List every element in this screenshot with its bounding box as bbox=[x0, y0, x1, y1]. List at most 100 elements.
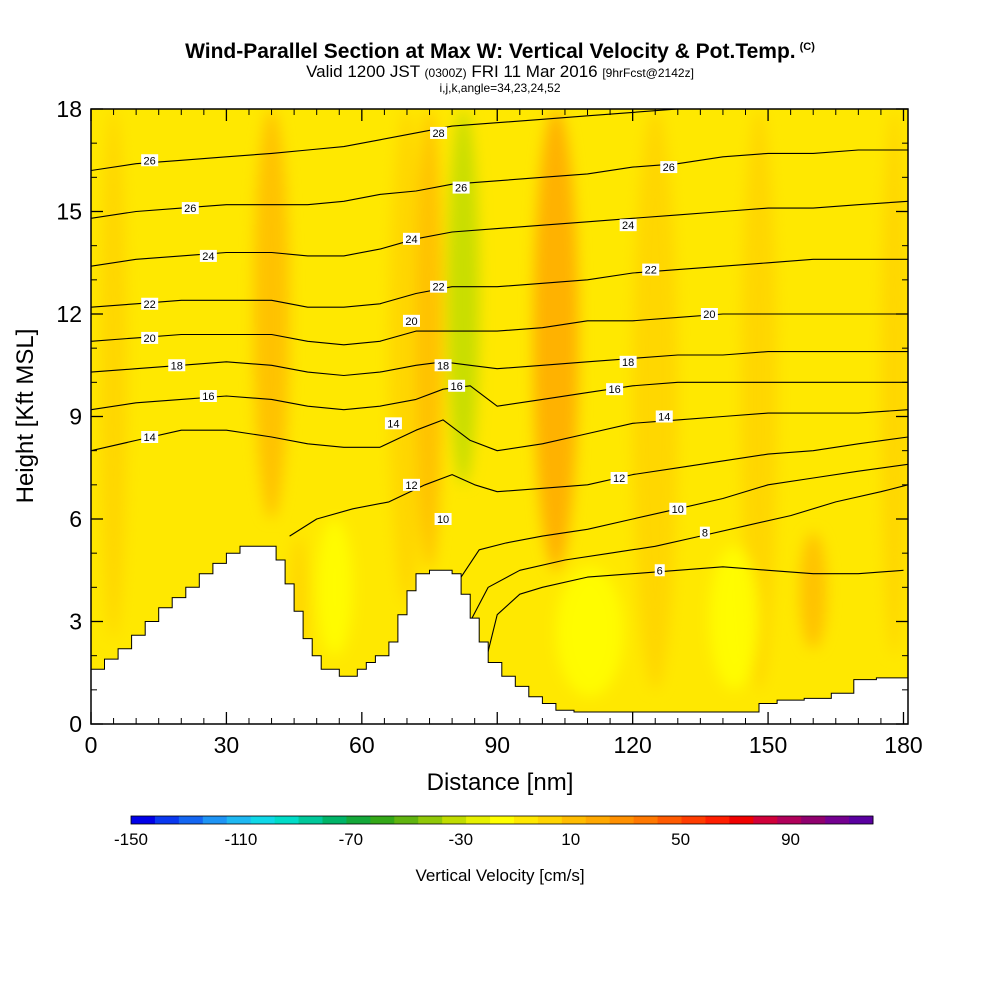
colorbar-swatch bbox=[298, 816, 323, 824]
colorbar-tick-label: 90 bbox=[781, 830, 800, 849]
contour-label-bg bbox=[660, 161, 678, 174]
contour-label-bg bbox=[141, 431, 159, 443]
contour-label: 28 bbox=[432, 128, 444, 140]
velocity-feature-weak bbox=[316, 519, 353, 656]
y-tick-label: 6 bbox=[69, 506, 82, 532]
colorbar-label: Vertical Velocity [cm/s] bbox=[415, 866, 584, 885]
contour-label: 20 bbox=[144, 333, 156, 345]
velocity-feature-updraft bbox=[799, 532, 827, 649]
colorbar-tick-label: -150 bbox=[114, 830, 148, 849]
colorbar-swatch bbox=[705, 816, 730, 824]
contour-label-bg bbox=[181, 202, 199, 215]
chart-title: Wind-Parallel Section at Max W: Vertical… bbox=[185, 40, 815, 63]
contour-theta-28 bbox=[91, 109, 678, 172]
colorbar: -150 -110 -70 -30 10 50 90 bbox=[114, 815, 874, 849]
contour-label-bg bbox=[448, 379, 466, 392]
velocity-feature-updraft bbox=[415, 109, 444, 571]
x-tick-label: 90 bbox=[484, 732, 510, 758]
velocity-feature-updraft bbox=[632, 109, 678, 690]
contour-label: 18 bbox=[437, 360, 449, 372]
contour-label-bg bbox=[700, 308, 718, 320]
chart-subtitle: Valid 1200 JST (0300Z) FRI 11 Mar 2016 [… bbox=[306, 62, 694, 81]
contour-label: 10 bbox=[672, 504, 684, 516]
contour-label-bg bbox=[619, 355, 637, 368]
x-tick-label: 60 bbox=[349, 732, 375, 758]
contour-theta-26 bbox=[91, 149, 908, 219]
contour-theta-14 bbox=[91, 409, 908, 452]
contour-label-bg bbox=[199, 390, 217, 402]
terrain bbox=[91, 545, 908, 724]
contour-label: 14 bbox=[658, 412, 670, 424]
contour-label-bg bbox=[402, 478, 420, 491]
colorbar-swatch bbox=[585, 816, 611, 824]
contour-label-bg bbox=[699, 526, 710, 539]
colorbar-swatch bbox=[561, 816, 587, 824]
colorbar-swatch bbox=[633, 816, 659, 824]
contour-label-bg bbox=[430, 126, 448, 139]
contour-label-bg bbox=[384, 417, 402, 430]
colorbar-swatch bbox=[777, 816, 802, 824]
colorbar-tick-label: -110 bbox=[225, 830, 258, 849]
colorbar-swatch bbox=[178, 816, 204, 824]
field-features bbox=[100, 109, 908, 697]
velocity-feature-weak bbox=[555, 566, 624, 697]
contour-label: 20 bbox=[703, 309, 715, 321]
y-tick-label: 12 bbox=[56, 301, 82, 327]
contour-label-bg bbox=[199, 249, 217, 262]
colorbar-swatch bbox=[250, 816, 276, 824]
y-tick-label: 9 bbox=[69, 404, 82, 430]
contour-label: 22 bbox=[144, 299, 156, 311]
contour-label: 14 bbox=[144, 432, 156, 444]
contour-label: 26 bbox=[455, 183, 467, 195]
contour-label-bg bbox=[669, 502, 687, 515]
colorbar-tick-label: -70 bbox=[339, 830, 364, 849]
x-axis-label: Distance [nm] bbox=[427, 769, 574, 796]
velocity-feature-updraft bbox=[253, 109, 290, 519]
contour-label-bg bbox=[619, 219, 637, 232]
colorbar-swatch bbox=[537, 816, 563, 824]
velocity-feature-updraft bbox=[100, 109, 128, 639]
title-block: Wind-Parallel Section at Max W: Vertical… bbox=[0, 36, 1000, 95]
contour-label: 8 bbox=[702, 528, 708, 540]
axes: 0 30 60 90 120 150 180 0 3 6 9 12 15 18 bbox=[56, 96, 922, 758]
colorbar-swatch bbox=[609, 816, 635, 824]
contour-label: 16 bbox=[450, 381, 462, 393]
colorbar-swatch bbox=[154, 816, 180, 824]
contour-label-bg bbox=[141, 331, 159, 344]
contour-label: 26 bbox=[144, 155, 156, 167]
contour-label: 26 bbox=[184, 203, 196, 215]
x-tick-label: 180 bbox=[884, 732, 922, 758]
contour-theta-24 bbox=[91, 200, 908, 267]
contour-theta-22 bbox=[91, 258, 908, 308]
contour-label-bg bbox=[141, 297, 159, 310]
colorbar-swatch bbox=[513, 816, 539, 824]
velocity-feature-downdraft bbox=[447, 109, 480, 485]
contour-label: 20 bbox=[405, 316, 417, 328]
y-tick-label: 3 bbox=[69, 609, 82, 635]
colorbar-swatch bbox=[131, 816, 156, 824]
colorbar-swatch bbox=[202, 816, 228, 824]
contour-label-bg bbox=[642, 263, 660, 276]
colorbar-swatch bbox=[370, 816, 395, 824]
y-tick-label: 15 bbox=[56, 199, 82, 225]
contour-label-bg bbox=[402, 232, 420, 245]
contour-label: 18 bbox=[622, 357, 634, 369]
contour-label-bg bbox=[655, 410, 673, 423]
contour-label: 26 bbox=[663, 162, 675, 174]
velocity-feature-updraft bbox=[740, 109, 778, 690]
colorbar-swatch bbox=[418, 816, 443, 824]
contour-label: 22 bbox=[645, 265, 657, 277]
contour-label: 24 bbox=[405, 234, 417, 246]
copyright-mark: (C) bbox=[799, 41, 815, 53]
colorbar-swatch bbox=[274, 816, 300, 824]
contour-theta-10 bbox=[460, 463, 908, 578]
contour-label: 24 bbox=[622, 220, 634, 232]
colorbar-swatch bbox=[753, 816, 778, 824]
contour-label: 24 bbox=[202, 251, 214, 263]
contour-label: 12 bbox=[405, 480, 417, 492]
contour-label: 22 bbox=[432, 282, 444, 294]
colorbar-swatch bbox=[466, 816, 491, 824]
contour-label-bg bbox=[610, 472, 628, 484]
